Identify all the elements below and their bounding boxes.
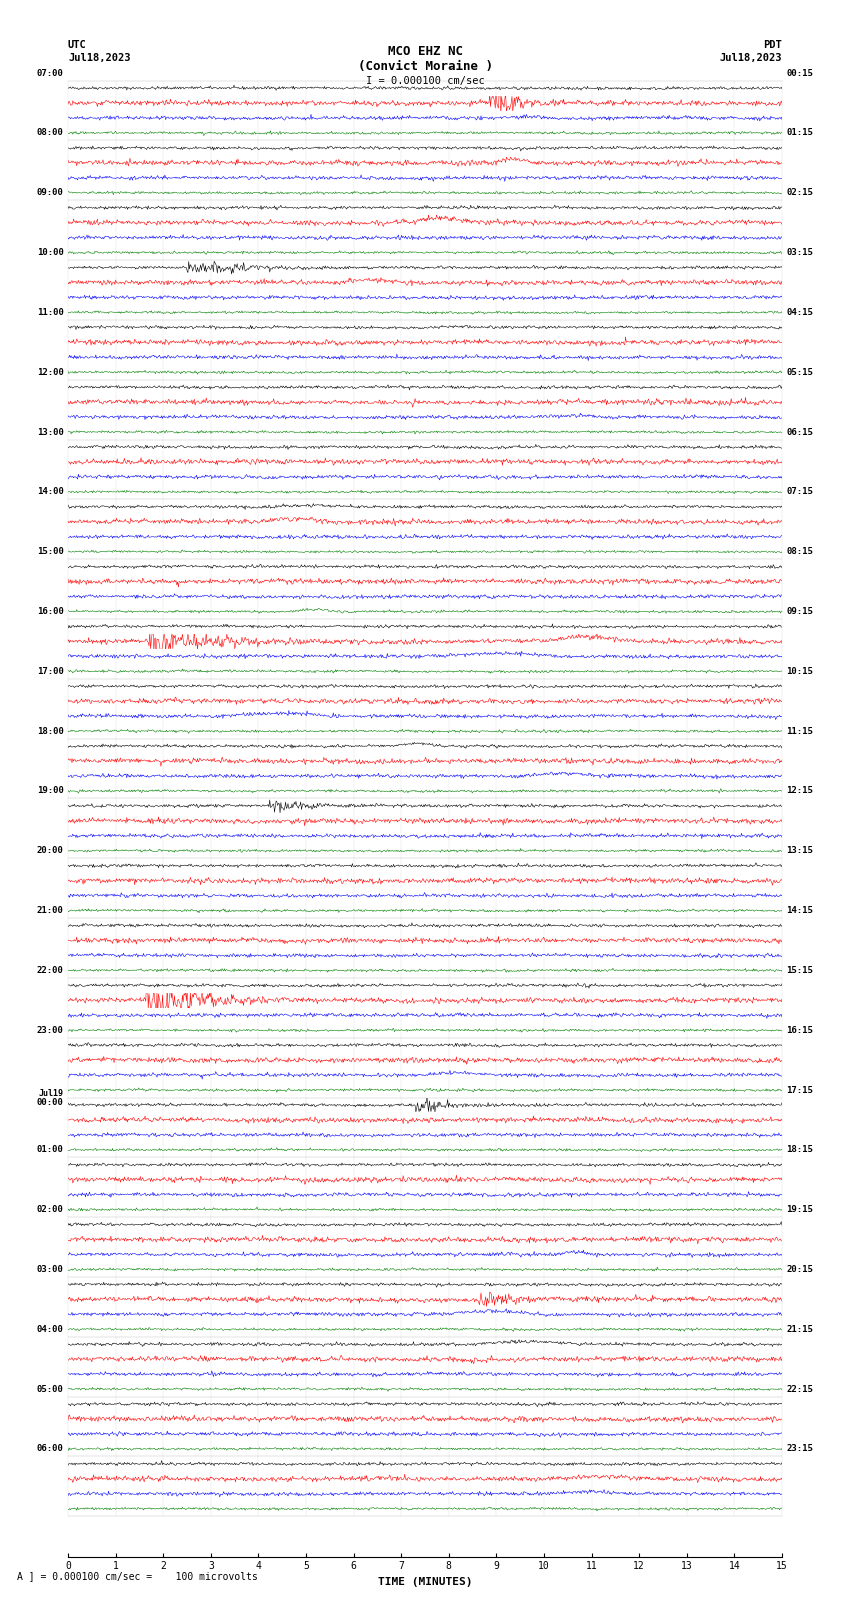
Text: 08:00: 08:00 [37,129,64,137]
Text: 07:00: 07:00 [37,69,64,77]
Text: A ] = 0.000100 cm/sec =    100 microvolts: A ] = 0.000100 cm/sec = 100 microvolts [17,1571,258,1581]
Text: 18:15: 18:15 [786,1145,813,1155]
Text: 02:00: 02:00 [37,1205,64,1215]
Text: 03:00: 03:00 [37,1265,64,1274]
Text: 16:15: 16:15 [786,1026,813,1034]
Text: 01:15: 01:15 [786,129,813,137]
Text: 23:15: 23:15 [786,1444,813,1453]
Text: Jul18,2023: Jul18,2023 [68,53,131,63]
Text: 15:00: 15:00 [37,547,64,556]
Text: 13:15: 13:15 [786,847,813,855]
Text: 11:00: 11:00 [37,308,64,316]
Text: 08:15: 08:15 [786,547,813,556]
Text: 09:00: 09:00 [37,189,64,197]
Text: 22:00: 22:00 [37,966,64,974]
Text: 04:15: 04:15 [786,308,813,316]
Text: MCO EHZ NC: MCO EHZ NC [388,45,462,58]
Text: 14:15: 14:15 [786,907,813,915]
Text: 15:15: 15:15 [786,966,813,974]
Text: 17:00: 17:00 [37,666,64,676]
Text: 14:00: 14:00 [37,487,64,497]
Text: 06:00: 06:00 [37,1444,64,1453]
Text: 05:00: 05:00 [37,1384,64,1394]
Text: 03:15: 03:15 [786,248,813,256]
Text: 09:15: 09:15 [786,606,813,616]
Text: 17:15: 17:15 [786,1086,813,1095]
Text: 23:00: 23:00 [37,1026,64,1034]
Text: 16:00: 16:00 [37,606,64,616]
X-axis label: TIME (MINUTES): TIME (MINUTES) [377,1578,473,1587]
Text: 20:15: 20:15 [786,1265,813,1274]
Text: 21:00: 21:00 [37,907,64,915]
Text: 10:00: 10:00 [37,248,64,256]
Text: 13:00: 13:00 [37,427,64,437]
Text: 06:15: 06:15 [786,427,813,437]
Text: 22:15: 22:15 [786,1384,813,1394]
Text: 18:00: 18:00 [37,726,64,736]
Text: 12:00: 12:00 [37,368,64,377]
Text: 05:15: 05:15 [786,368,813,377]
Text: 19:00: 19:00 [37,787,64,795]
Text: 01:00: 01:00 [37,1145,64,1155]
Text: 02:15: 02:15 [786,189,813,197]
Text: 21:15: 21:15 [786,1324,813,1334]
Text: 12:15: 12:15 [786,787,813,795]
Text: 00:15: 00:15 [786,69,813,77]
Text: 19:15: 19:15 [786,1205,813,1215]
Text: UTC: UTC [68,40,87,50]
Text: 00:00: 00:00 [37,1097,64,1107]
Text: I = 0.000100 cm/sec: I = 0.000100 cm/sec [366,76,484,85]
Text: 04:00: 04:00 [37,1324,64,1334]
Text: 10:15: 10:15 [786,666,813,676]
Text: 20:00: 20:00 [37,847,64,855]
Text: Jul19: Jul19 [39,1089,64,1097]
Text: Jul18,2023: Jul18,2023 [719,53,782,63]
Text: (Convict Moraine ): (Convict Moraine ) [358,60,492,73]
Text: 11:15: 11:15 [786,726,813,736]
Text: 07:15: 07:15 [786,487,813,497]
Text: PDT: PDT [763,40,782,50]
